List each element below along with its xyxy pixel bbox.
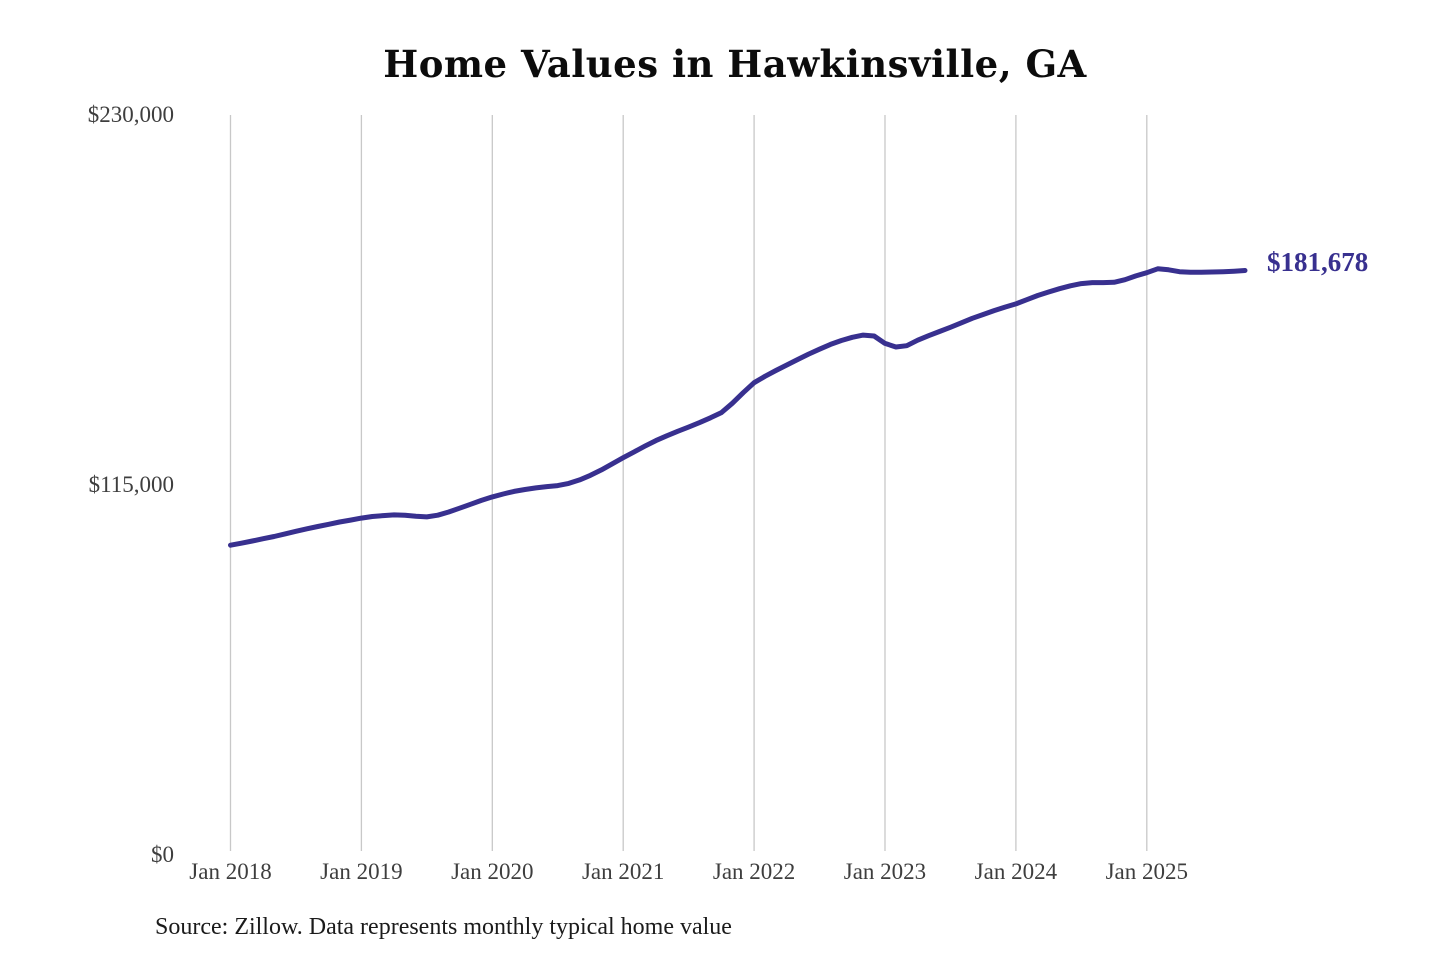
x-tick-label: Jan 2024 [974,859,1058,884]
y-tick-label-0: $0 [151,842,174,867]
x-tick-label: Jan 2018 [189,859,272,884]
x-tick-label: Jan 2020 [451,859,534,884]
x-tick-label: Jan 2019 [320,859,403,884]
x-tick-label: Jan 2025 [1105,859,1188,884]
y-tick-label-230000: $230,000 [87,102,174,127]
home-value-line [228,266,1248,548]
x-tick-label: Jan 2023 [843,859,927,884]
x-tick-label: Jan 2021 [581,859,665,884]
chart-title: Home Values in Hawkinsville, GA [383,42,1087,86]
series-end-label: $181,678 [1266,247,1369,278]
x-tick-label: Jan 2022 [712,859,796,884]
y-tick-label-115000: $115,000 [88,472,174,497]
source-note: Source: Zillow. Data represents monthly … [155,914,732,940]
